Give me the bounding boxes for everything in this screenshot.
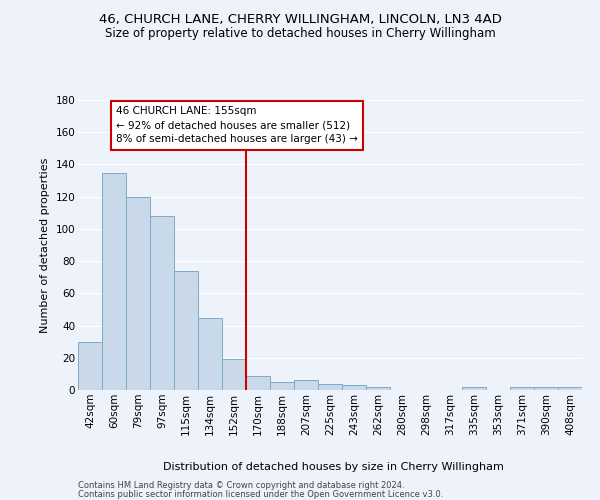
Bar — [270, 382, 294, 390]
Bar — [246, 376, 270, 390]
Bar — [102, 172, 126, 390]
Bar — [198, 318, 222, 390]
Bar — [318, 384, 342, 390]
Y-axis label: Number of detached properties: Number of detached properties — [40, 158, 50, 332]
Bar — [150, 216, 174, 390]
Bar — [510, 387, 534, 390]
Bar — [558, 387, 582, 390]
Text: 46 CHURCH LANE: 155sqm
← 92% of detached houses are smaller (512)
8% of semi-det: 46 CHURCH LANE: 155sqm ← 92% of detached… — [116, 106, 358, 144]
Bar — [174, 271, 198, 390]
Bar — [534, 387, 558, 390]
Text: Contains HM Land Registry data © Crown copyright and database right 2024.: Contains HM Land Registry data © Crown c… — [78, 481, 404, 490]
Text: 46, CHURCH LANE, CHERRY WILLINGHAM, LINCOLN, LN3 4AD: 46, CHURCH LANE, CHERRY WILLINGHAM, LINC… — [98, 12, 502, 26]
Bar — [366, 387, 390, 390]
Text: Distribution of detached houses by size in Cherry Willingham: Distribution of detached houses by size … — [163, 462, 503, 472]
Text: Contains public sector information licensed under the Open Government Licence v3: Contains public sector information licen… — [78, 490, 443, 499]
Bar — [342, 385, 366, 390]
Bar — [222, 360, 246, 390]
Text: Size of property relative to detached houses in Cherry Willingham: Size of property relative to detached ho… — [104, 28, 496, 40]
Bar — [78, 342, 102, 390]
Bar — [462, 387, 486, 390]
Bar — [126, 196, 150, 390]
Bar — [294, 380, 318, 390]
